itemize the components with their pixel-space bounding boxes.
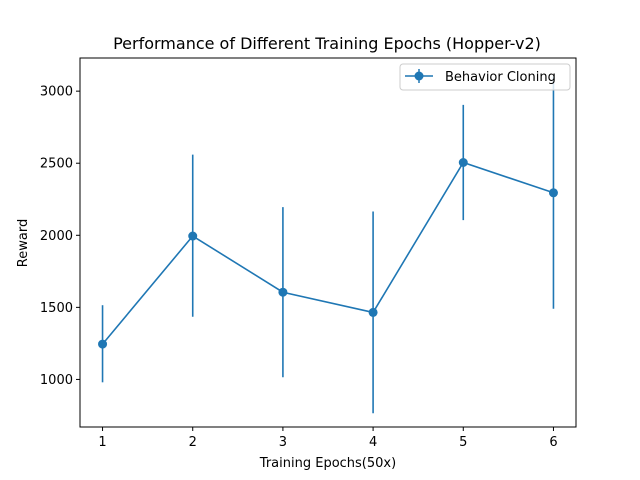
y-tick-label: 2500 (40, 157, 73, 172)
x-tick-label: 4 (369, 435, 377, 450)
data-point (278, 287, 288, 297)
legend-box (399, 63, 571, 91)
y-tick-label: 1000 (40, 373, 73, 388)
data-point (188, 231, 198, 241)
x-tick-label: 1 (98, 435, 106, 450)
x-tick-label: 3 (279, 435, 287, 450)
x-axis: 1 2 3 4 5 6 (98, 427, 558, 450)
y-axis: 1000 1500 2000 2500 3000 (40, 85, 80, 388)
data-point (458, 158, 468, 168)
x-tick-label: 6 (549, 435, 557, 450)
x-tick-label: 2 (189, 435, 197, 450)
series-behavior-cloning (98, 76, 558, 414)
y-axis-label: Reward (16, 219, 31, 267)
plot-area (79, 57, 577, 428)
x-axis-label: Training Epochs(50x) (259, 456, 396, 471)
data-point (548, 188, 558, 198)
chart-title: Performance of Different Training Epochs… (113, 34, 541, 53)
series-line (101, 161, 554, 345)
y-tick-label: 3000 (40, 85, 73, 100)
data-point (98, 339, 108, 349)
x-tick-label: 5 (459, 435, 467, 450)
legend: Behavior Cloning (399, 63, 571, 91)
legend-marker-swatch (414, 71, 424, 81)
series-layer (98, 76, 558, 414)
data-point (368, 307, 378, 317)
plot-frame (79, 57, 577, 428)
y-tick-label: 2000 (40, 229, 73, 244)
y-tick-label: 1500 (40, 301, 73, 316)
legend-label: Behavior Cloning (445, 70, 556, 85)
